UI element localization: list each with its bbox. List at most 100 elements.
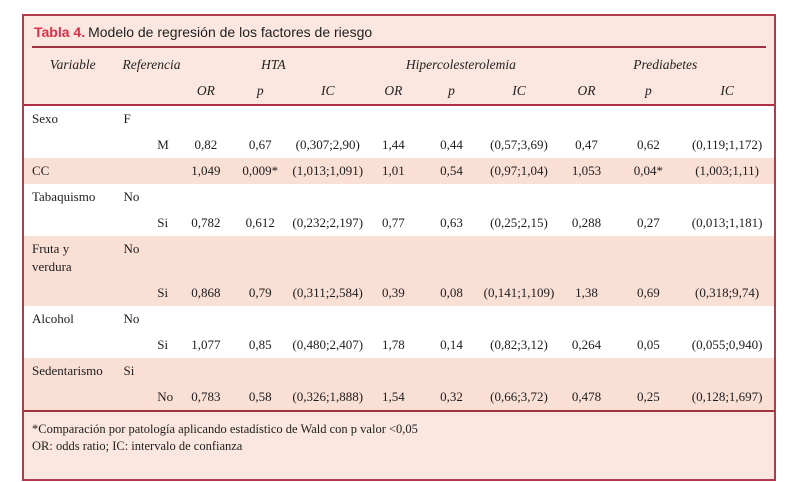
- header-divider: [24, 104, 774, 106]
- group-header-hipercolesterolemia: Hipercolesterolemia: [405, 57, 516, 72]
- subheader-hiper-or: OR: [384, 83, 403, 98]
- row-level: Si: [157, 215, 169, 230]
- footnotes: *Comparación por patología aplicando est…: [24, 412, 774, 479]
- cell-hta-or: 1,077: [191, 337, 221, 352]
- cell-hiper-or: 1,54: [382, 389, 405, 404]
- table-caption: Modelo de regresión de los factores de r…: [88, 24, 373, 40]
- row-reference: No: [123, 311, 140, 326]
- cell-hta-or: 0,783: [191, 389, 221, 404]
- row-reference: No: [123, 241, 140, 256]
- cell-hiper-ic: (0,141;1,109): [483, 285, 555, 300]
- cell-hiper-or: 1,44: [382, 137, 405, 152]
- subheader-hiper-p: p: [448, 83, 455, 98]
- row-variable: Alcohol: [32, 311, 74, 326]
- cell-hiper-ic: (0,97;1,04): [490, 163, 548, 178]
- col-header-referencia: Referencia: [122, 57, 181, 72]
- table-title: Tabla 4. Modelo de regresión de los facto…: [24, 16, 774, 46]
- subheader-hiper-ic: IC: [512, 83, 526, 98]
- row-reference: [122, 158, 156, 184]
- cell-hta-p: 0,009*: [242, 163, 279, 178]
- cell-pred-p: 0,25: [637, 389, 660, 404]
- cell-pred-p: 0,69: [637, 285, 660, 300]
- subheader-pred-or: OR: [577, 83, 596, 98]
- group-header-prediabetes: Prediabetes: [633, 57, 698, 72]
- cell-hiper-or: 1,78: [382, 337, 405, 352]
- row-level: [155, 158, 181, 184]
- footnote-wald: *Comparación por patología aplicando est…: [32, 422, 418, 436]
- cell-hta-or: 0,82: [194, 137, 218, 152]
- table-row: Sedentarismo Si No 0,783 0,58 (0,326;1,8…: [24, 358, 774, 410]
- table-header: Variable Referencia HTA Hipercolesterole…: [24, 48, 774, 104]
- cell-hiper-ic: (0,25;2,15): [490, 215, 548, 230]
- cell-pred-or: 0,264: [571, 337, 602, 352]
- subheader-hta-p: p: [256, 83, 264, 98]
- table-number-label: Tabla 4.: [34, 24, 86, 40]
- cell-hta-ic: (1,013;1,091): [292, 163, 364, 178]
- cell-hiper-ic: (0,57;3,69): [490, 137, 548, 152]
- cell-pred-or: 0,478: [571, 389, 602, 404]
- row-reference: No: [123, 189, 140, 204]
- subheader-pred-ic: IC: [720, 83, 734, 98]
- group-header-hta: HTA: [261, 57, 286, 72]
- cell-pred-ic: (0,128;1,697): [691, 389, 763, 404]
- row-level: Si: [157, 337, 169, 352]
- cell-pred-p: 0,62: [637, 137, 660, 152]
- row-reference: Si: [123, 363, 135, 378]
- cell-hiper-ic: (0,66;3,72): [490, 389, 548, 404]
- cell-pred-ic: (1,003;1,11): [695, 163, 760, 178]
- cell-hiper-ic: (0,82;3,12): [490, 337, 548, 352]
- cell-hiper-p: 0,08: [440, 285, 463, 300]
- table-row: Sexo F M 0,82 0,67 (0,307;2,90) 1,44 0,4…: [24, 106, 774, 158]
- cell-hta-ic: (0,480;2,407): [292, 337, 364, 352]
- cell-hta-or: 1,049: [191, 163, 221, 178]
- cell-pred-ic: (0,318;9,74): [694, 285, 760, 300]
- row-variable: Sexo: [32, 111, 58, 126]
- table-row: CC 1,049 0,009* (1,013;1,091) 1,01 0,54 …: [24, 158, 774, 184]
- cell-hiper-p: 0,44: [440, 137, 463, 152]
- row-level: M: [157, 137, 169, 152]
- col-header-variable: Variable: [49, 57, 96, 72]
- cell-hiper-p: 0,54: [440, 163, 463, 178]
- cell-hta-ic: (0,311;2,584): [292, 285, 363, 300]
- cell-pred-p: 0,05: [637, 337, 660, 352]
- cell-pred-p: 0,27: [637, 215, 660, 230]
- cell-hta-p: 0,85: [248, 337, 272, 352]
- row-level: No: [157, 389, 174, 404]
- cell-pred-p: 0,04*: [633, 163, 663, 178]
- cell-pred-or: 1,38: [575, 285, 598, 300]
- cell-hta-p: 0,612: [245, 215, 275, 230]
- row-variable: Fruta y verdura: [32, 241, 72, 274]
- cell-hta-ic: (0,326;1,888): [292, 389, 364, 404]
- subheader-pred-p: p: [645, 83, 652, 98]
- table-row: Alcohol No Si 1,077 0,85 (0,480;2,407) 1…: [24, 306, 774, 358]
- subheader-hta-ic: IC: [321, 83, 335, 98]
- footnote-abbrev: OR: odds ratio; IC: intervalo de confian…: [32, 439, 243, 453]
- cell-hiper-or: 1,01: [382, 163, 405, 178]
- row-variable: Sedentarismo: [32, 363, 103, 378]
- footnote-divider: [24, 410, 774, 412]
- cell-hta-p: 0,58: [248, 389, 272, 404]
- cell-pred-or: 0,47: [575, 137, 598, 152]
- cell-hta-or: 0,868: [191, 285, 221, 300]
- cell-pred-ic: (0,055;0,940): [691, 337, 763, 352]
- cell-hta-or: 0,782: [191, 215, 221, 230]
- cell-hiper-p: 0,32: [440, 389, 463, 404]
- cell-hiper-or: 0,39: [382, 285, 405, 300]
- row-variable: CC: [32, 163, 50, 178]
- cell-pred-or: 0,288: [571, 215, 602, 230]
- title-divider: [32, 46, 766, 48]
- cell-pred-ic: (0,119;1,172): [691, 137, 763, 152]
- table-body: Sexo F M 0,82 0,67 (0,307;2,90) 1,44 0,4…: [24, 106, 774, 410]
- cell-hta-ic: (0,232;2,197): [292, 215, 364, 230]
- cell-hiper-p: 0,14: [440, 337, 463, 352]
- cell-pred-ic: (0,013;1,181): [691, 215, 763, 230]
- subheader-hta-or: OR: [196, 83, 215, 98]
- row-reference: F: [123, 111, 131, 126]
- cell-hta-p: 0,67: [248, 137, 272, 152]
- cell-hta-p: 0,79: [248, 285, 272, 300]
- table-row: Tabaquismo No Si 0,782 0,612 (0,232;2,19…: [24, 184, 774, 236]
- cell-hta-ic: (0,307;2,90): [295, 137, 360, 152]
- row-level: Si: [157, 285, 169, 300]
- table-row: Fruta y verdura No Si 0,868 0,79 (0,311;…: [24, 236, 774, 306]
